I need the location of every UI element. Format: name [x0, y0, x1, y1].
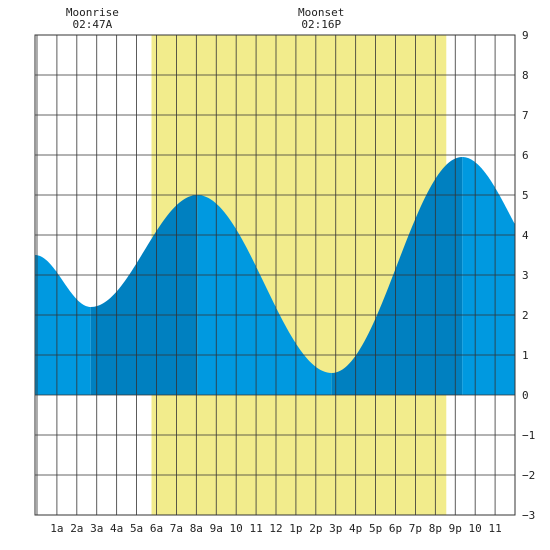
x-tick-label: 9a: [210, 522, 223, 535]
moon-event-label: Moonset: [298, 6, 344, 19]
y-tick-label: −3: [522, 509, 535, 522]
x-tick-label: 12: [269, 522, 282, 535]
x-tick-label: 10: [230, 522, 243, 535]
y-tick-label: 6: [522, 149, 529, 162]
x-tick-label: 5p: [369, 522, 382, 535]
x-tick-label: 11: [249, 522, 262, 535]
y-tick-label: −1: [522, 429, 535, 442]
x-tick-label: 7a: [170, 522, 183, 535]
y-tick-label: 0: [522, 389, 529, 402]
grid-layer: [34, 34, 516, 516]
moon-event-label: Moonrise: [66, 6, 119, 19]
x-tick-label: 6a: [150, 522, 163, 535]
y-tick-label: −2: [522, 469, 535, 482]
plot-frame: [34, 34, 516, 516]
x-tick-label: 5a: [130, 522, 143, 535]
x-tick-label: 6p: [389, 522, 402, 535]
x-tick-label: 3a: [90, 522, 103, 535]
moon-event-time: 02:16P: [301, 18, 341, 31]
y-tick-label: 3: [522, 269, 529, 282]
tide-rising-area: [90, 195, 198, 395]
x-tick-label: 8p: [429, 522, 442, 535]
y-tick-label: 7: [522, 109, 529, 122]
y-tick-label: 5: [522, 189, 529, 202]
tide-rising-area: [331, 157, 463, 395]
x-tick-label: 9p: [449, 522, 462, 535]
y-tick-label: 1: [522, 349, 529, 362]
tide-falling-area: [197, 195, 332, 395]
x-tick-label: 4a: [110, 522, 123, 535]
x-tick-label: 11: [488, 522, 501, 535]
y-tick-label: 9: [522, 29, 529, 42]
x-tick-label: 1a: [50, 522, 63, 535]
x-tick-label: 2a: [70, 522, 83, 535]
x-tick-label: 3p: [329, 522, 342, 535]
x-tick-label: 2p: [309, 522, 322, 535]
x-tick-label: 1p: [289, 522, 302, 535]
x-tick-label: 7p: [409, 522, 422, 535]
label-layer: 1a 2a 3a 4a 5a 6a 7a 8a 9a 10 11 12 1p 2p 3p 4p 5p 6p 7p 8p…: [50, 6, 535, 535]
y-tick-label: 2: [522, 309, 529, 322]
x-tick-label: 8a: [190, 522, 203, 535]
x-tick-label: 4p: [349, 522, 362, 535]
moon-event-time: 02:47A: [72, 18, 112, 31]
x-tick-label: 10: [469, 522, 482, 535]
y-tick-label: 8: [522, 69, 529, 82]
y-tick-label: 4: [522, 229, 529, 242]
